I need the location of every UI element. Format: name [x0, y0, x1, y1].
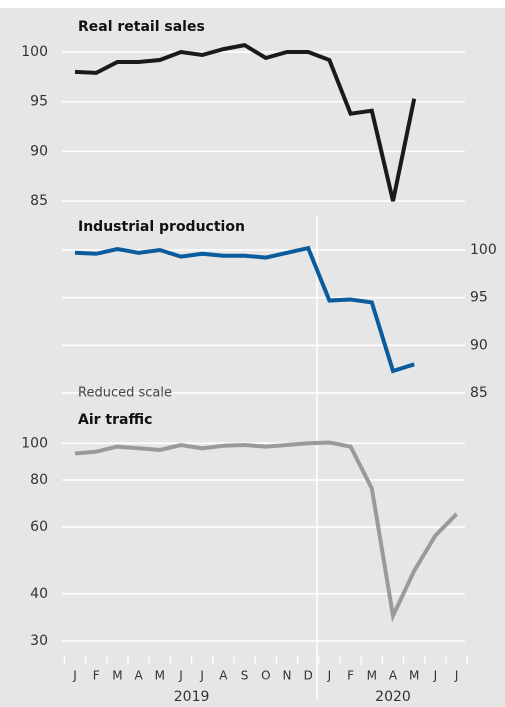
x-tick-label: F: [347, 669, 354, 683]
y-tick-label: 95: [470, 290, 488, 306]
x-tick-label: F: [93, 669, 100, 683]
y-tick-label: 100: [21, 44, 48, 60]
y-tick-label: 100: [470, 242, 497, 258]
x-tick-label: J: [199, 669, 204, 683]
data-line: [74, 440, 459, 623]
x-tick-label: A: [219, 669, 228, 683]
annotation: Reduced scale: [78, 386, 172, 401]
y-tick-label: 85: [470, 385, 488, 401]
x-tick-label: A: [389, 669, 398, 683]
y-tick-label: 90: [30, 143, 48, 159]
panel-title: Air traffic: [78, 412, 152, 428]
background: [0, 8, 505, 707]
y-tick-label: 85: [30, 193, 48, 209]
x-tick-label: M: [409, 669, 419, 683]
y-tick-label: 40: [30, 586, 48, 602]
y-tick-label: 60: [30, 519, 48, 535]
x-tick-label: S: [241, 669, 249, 683]
y-tick-label: 90: [470, 337, 488, 353]
x-tick-label: M: [112, 669, 122, 683]
data-line: [74, 245, 415, 374]
x-tick-label: N: [283, 669, 292, 683]
x-tick-label: J: [327, 669, 332, 683]
y-tick-label: 95: [30, 94, 48, 110]
x-tick-label: J: [454, 669, 459, 683]
year-label: 2019: [174, 689, 210, 705]
x-tick-label: O: [261, 669, 270, 683]
x-tick-label: J: [72, 669, 77, 683]
x-tick-label: J: [433, 669, 438, 683]
x-tick-label: M: [155, 669, 165, 683]
panel-title: Industrial production: [78, 219, 245, 235]
data-line: [74, 42, 417, 202]
y-tick-label: 100: [21, 435, 48, 451]
x-tick-label: J: [178, 669, 183, 683]
x-tick-label: M: [367, 669, 377, 683]
x-tick-label: D: [304, 669, 313, 683]
y-tick-label: 30: [30, 633, 48, 649]
y-tick-label: 80: [30, 472, 48, 488]
panel-title: Real retail sales: [78, 19, 205, 35]
x-tick-label: A: [134, 669, 143, 683]
year-label: 2020: [375, 689, 411, 705]
